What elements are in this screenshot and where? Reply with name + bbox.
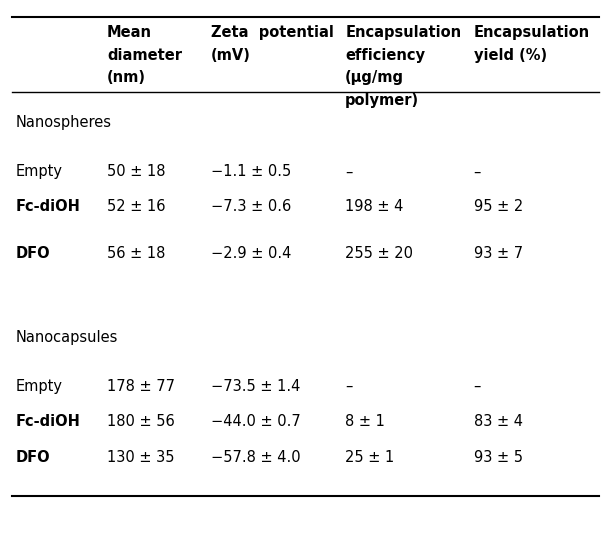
Text: efficiency: efficiency (345, 48, 425, 62)
Text: 93 ± 7: 93 ± 7 (474, 246, 522, 262)
Text: polymer): polymer) (345, 93, 419, 108)
Text: Fc-diOH: Fc-diOH (15, 414, 80, 429)
Text: Encapsulation: Encapsulation (345, 25, 461, 39)
Text: Zeta  potential: Zeta potential (211, 25, 334, 39)
Text: 130 ± 35: 130 ± 35 (107, 449, 174, 465)
Text: diameter: diameter (107, 48, 182, 62)
Text: −44.0 ± 0.7: −44.0 ± 0.7 (211, 414, 301, 429)
Text: 52 ± 16: 52 ± 16 (107, 199, 166, 214)
Text: DFO: DFO (15, 246, 50, 262)
Text: 56 ± 18: 56 ± 18 (107, 246, 166, 262)
Text: Empty: Empty (15, 164, 62, 180)
Text: 93 ± 5: 93 ± 5 (474, 449, 522, 465)
Text: 198 ± 4: 198 ± 4 (345, 199, 404, 214)
Text: Fc-diOH: Fc-diOH (15, 199, 80, 214)
Text: Nanocapsules: Nanocapsules (15, 330, 118, 345)
Text: −1.1 ± 0.5: −1.1 ± 0.5 (211, 164, 291, 180)
Text: DFO: DFO (15, 449, 50, 465)
Text: Mean: Mean (107, 25, 152, 39)
Text: 50 ± 18: 50 ± 18 (107, 164, 166, 180)
Text: –: – (474, 164, 481, 180)
Text: (nm): (nm) (107, 70, 146, 85)
Text: (μg/mg: (μg/mg (345, 70, 404, 85)
Text: 255 ± 20: 255 ± 20 (345, 246, 413, 262)
Text: yield (%): yield (%) (474, 48, 547, 62)
Text: (mV): (mV) (211, 48, 251, 62)
Text: 25 ± 1: 25 ± 1 (345, 449, 395, 465)
Text: Encapsulation: Encapsulation (474, 25, 590, 39)
Text: 178 ± 77: 178 ± 77 (107, 378, 175, 394)
Text: Empty: Empty (15, 378, 62, 394)
Text: Nanospheres: Nanospheres (15, 115, 111, 130)
Text: –: – (345, 164, 353, 180)
Text: −2.9 ± 0.4: −2.9 ± 0.4 (211, 246, 291, 262)
Text: –: – (345, 378, 353, 394)
Text: –: – (474, 378, 481, 394)
Text: 83 ± 4: 83 ± 4 (474, 414, 522, 429)
Text: −73.5 ± 1.4: −73.5 ± 1.4 (211, 378, 300, 394)
Text: 180 ± 56: 180 ± 56 (107, 414, 175, 429)
Text: 95 ± 2: 95 ± 2 (474, 199, 523, 214)
Text: −7.3 ± 0.6: −7.3 ± 0.6 (211, 199, 291, 214)
Text: −57.8 ± 4.0: −57.8 ± 4.0 (211, 449, 301, 465)
Text: 8 ± 1: 8 ± 1 (345, 414, 385, 429)
